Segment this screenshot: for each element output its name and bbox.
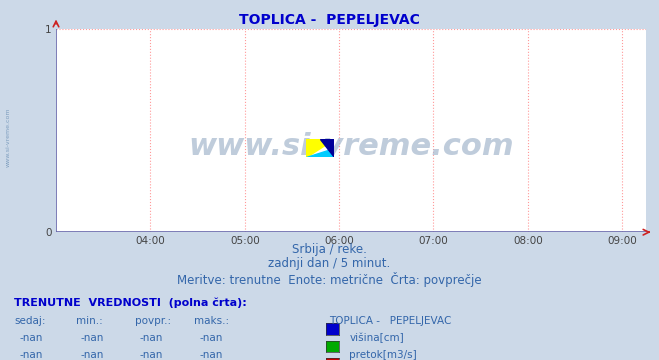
Text: pretok[m3/s]: pretok[m3/s] <box>349 350 417 360</box>
Text: maks.:: maks.: <box>194 316 229 326</box>
Text: povpr.:: povpr.: <box>135 316 171 326</box>
Text: -nan: -nan <box>19 350 43 360</box>
Text: min.:: min.: <box>76 316 103 326</box>
Text: -nan: -nan <box>140 350 163 360</box>
Text: TOPLICA -   PEPELJEVAC: TOPLICA - PEPELJEVAC <box>330 316 452 326</box>
Text: višina[cm]: višina[cm] <box>349 333 404 343</box>
Text: Meritve: trenutne  Enote: metrične  Črta: povprečje: Meritve: trenutne Enote: metrične Črta: … <box>177 272 482 287</box>
Polygon shape <box>306 139 334 157</box>
Text: -nan: -nan <box>140 333 163 343</box>
Text: -nan: -nan <box>80 333 104 343</box>
Text: -nan: -nan <box>19 333 43 343</box>
Text: -nan: -nan <box>199 350 223 360</box>
Polygon shape <box>320 139 334 157</box>
Text: -nan: -nan <box>80 350 104 360</box>
Text: Srbija / reke.: Srbija / reke. <box>292 243 367 256</box>
Text: www.si-vreme.com: www.si-vreme.com <box>5 107 11 167</box>
Text: zadnji dan / 5 minut.: zadnji dan / 5 minut. <box>268 257 391 270</box>
Polygon shape <box>306 148 334 157</box>
Text: TOPLICA -  PEPELJEVAC: TOPLICA - PEPELJEVAC <box>239 13 420 27</box>
Text: www.si-vreme.com: www.si-vreme.com <box>188 132 514 161</box>
Text: TRENUTNE  VREDNOSTI  (polna črta):: TRENUTNE VREDNOSTI (polna črta): <box>14 297 247 307</box>
Text: sedaj:: sedaj: <box>14 316 46 326</box>
Text: -nan: -nan <box>199 333 223 343</box>
